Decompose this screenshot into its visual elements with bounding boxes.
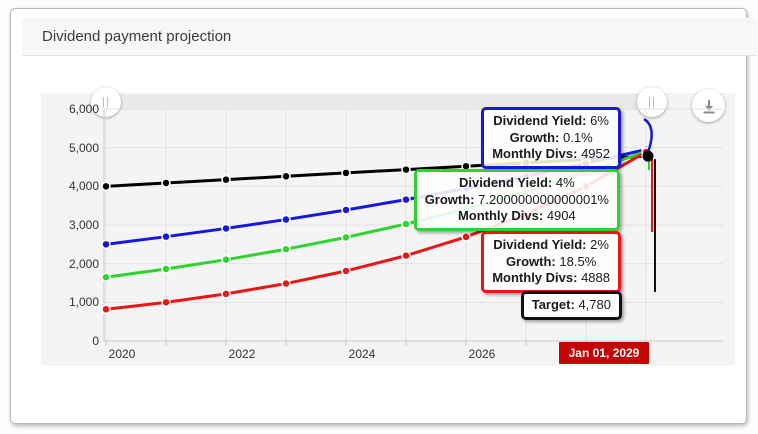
dividend-projection-card: Dividend payment projection || || 6,000 … (10, 8, 757, 424)
tooltip-target: Target: 4,780 (520, 291, 622, 320)
range-slider-handle-right[interactable]: || (637, 87, 667, 117)
tooltip-row: Monthly Divs: 4904 (457, 208, 576, 224)
tooltip-row: Dividend Yield: 4% (459, 175, 575, 190)
download-button[interactable] (692, 89, 725, 122)
x-axis-label: 2024 (348, 347, 376, 361)
tooltip-row: Dividend Yield: 6% (493, 113, 609, 128)
y-axis-label: 0 (92, 334, 99, 348)
tooltip-yield-4: Dividend Yield: 4% Growth: 7.20000000000… (413, 169, 620, 231)
download-icon (703, 99, 714, 113)
y-axis-label: 4,000 (68, 179, 99, 193)
tooltip-row: Growth: 7.200000000000001% (424, 191, 609, 207)
y-axis-label: 5,000 (68, 141, 99, 155)
x-axis-label: 2026 (468, 347, 496, 361)
tooltip-yield-2: Dividend Yield: 2% Growth: 18.5% Monthly… (481, 231, 621, 293)
card-header: Dividend payment projection (22, 18, 757, 56)
target-date-badge: Jan 01, 2029 (559, 342, 649, 364)
x-axis-label: 2020 (108, 347, 136, 361)
tooltip-row: Monthly Divs: 4888 (492, 270, 610, 286)
y-axis-label: 2,000 (68, 257, 99, 271)
page-title: Dividend payment projection (42, 28, 232, 45)
x-axis-label: 2022 (228, 347, 256, 361)
tooltip-row: Growth: 0.1% (509, 129, 593, 145)
grip-icon: || (102, 96, 110, 108)
y-axis-label: 3,000 (68, 218, 99, 232)
y-axis-label: 1,000 (68, 295, 99, 309)
chart-plot[interactable] (11, 9, 758, 434)
tooltip-row: Growth: 18.5% (505, 253, 597, 269)
tooltip-row: Dividend Yield: 2% (493, 237, 609, 252)
y-axis-label: 6,000 (68, 102, 99, 116)
tooltip-row: Target: 4,780 (531, 297, 611, 312)
range-slider-track[interactable] (106, 94, 657, 110)
grip-icon: || (648, 96, 656, 108)
tooltip-row: Monthly Divs: 4952 (492, 146, 610, 162)
tooltip-yield-6: Dividend Yield: 6% Growth: 0.1% Monthly … (481, 107, 621, 169)
